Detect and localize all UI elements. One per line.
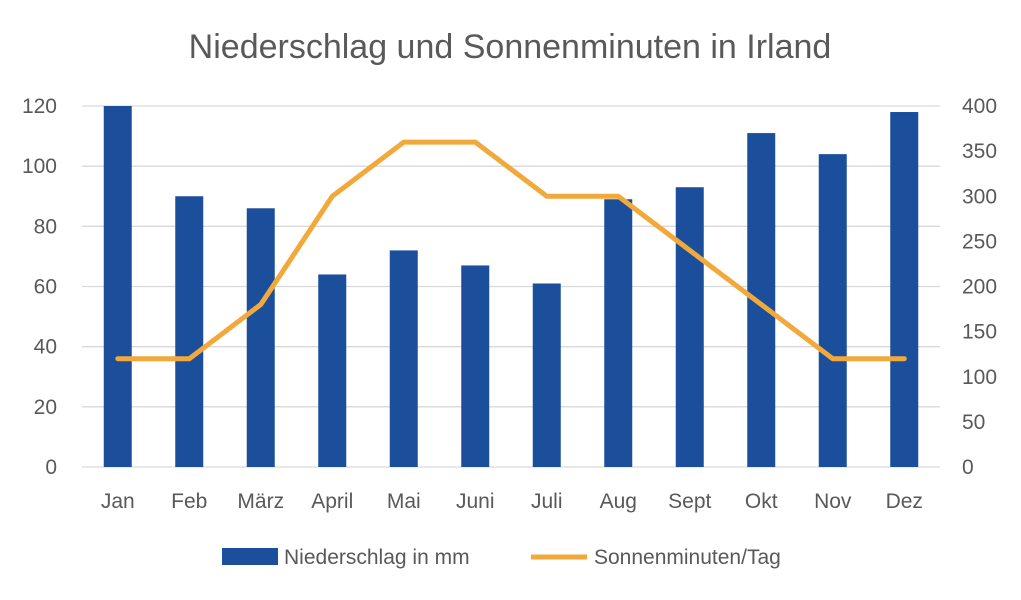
left-tick-label: 80 — [34, 215, 57, 238]
left-tick-label: 20 — [34, 396, 57, 419]
legend-label-bar: Niederschlag in mm — [284, 546, 470, 569]
right-tick-label: 200 — [962, 276, 997, 299]
x-tick-label: Nov — [814, 490, 852, 513]
bar — [246, 208, 275, 468]
right-axis: 0 50 100 150 200 250 300 350 400 — [962, 95, 997, 479]
bar — [675, 187, 704, 467]
bar — [389, 250, 418, 467]
legend-label-line: Sonnenminuten/Tag — [594, 546, 781, 569]
left-tick-label: 120 — [22, 95, 57, 118]
x-tick-label: April — [311, 490, 353, 513]
right-tick-label: 300 — [962, 185, 997, 208]
left-axis: 0 20 40 60 80 100 120 — [22, 95, 57, 479]
right-tick-label: 400 — [962, 95, 997, 118]
bar — [103, 106, 132, 467]
x-tick-label: Sept — [668, 490, 711, 513]
bar — [318, 274, 347, 467]
legend-swatch-bar — [222, 548, 278, 565]
gridlines — [82, 105, 940, 468]
x-tick-label: Okt — [745, 490, 778, 513]
x-tick-label: Juni — [456, 490, 495, 513]
bar — [604, 199, 633, 467]
x-tick-label: Feb — [171, 490, 207, 513]
left-tick-label: 0 — [45, 456, 57, 479]
bar — [532, 283, 561, 467]
x-tick-label: Juli — [531, 490, 563, 513]
left-tick-label: 40 — [34, 336, 57, 359]
x-axis: Jan Feb März April Mai Juni Juli Aug Sept Okt Nov D… — [101, 490, 923, 513]
legend: Niederschlag in mm Sonnenminuten/Tag — [222, 546, 781, 569]
left-tick-label: 100 — [22, 155, 57, 178]
x-tick-label: Mai — [387, 490, 421, 513]
right-tick-label: 50 — [962, 411, 985, 434]
bar — [890, 112, 919, 468]
bar — [175, 196, 204, 467]
line-series — [115, 139, 907, 362]
x-tick-label: März — [237, 490, 284, 513]
x-tick-label: Dez — [886, 490, 923, 513]
right-tick-label: 100 — [962, 366, 997, 389]
bar — [461, 265, 490, 467]
right-tick-label: 350 — [962, 140, 997, 163]
right-tick-label: 250 — [962, 230, 997, 253]
bar — [818, 154, 847, 467]
chart-title: Niederschlag und Sonnenminuten in Irland — [189, 28, 832, 66]
right-tick-label: 150 — [962, 321, 997, 344]
x-tick-label: Jan — [101, 490, 135, 513]
bar-series — [103, 106, 919, 468]
right-tick-label: 0 — [962, 456, 974, 479]
line-path — [115, 139, 907, 362]
x-tick-label: Aug — [600, 490, 637, 513]
left-tick-label: 60 — [34, 276, 57, 299]
